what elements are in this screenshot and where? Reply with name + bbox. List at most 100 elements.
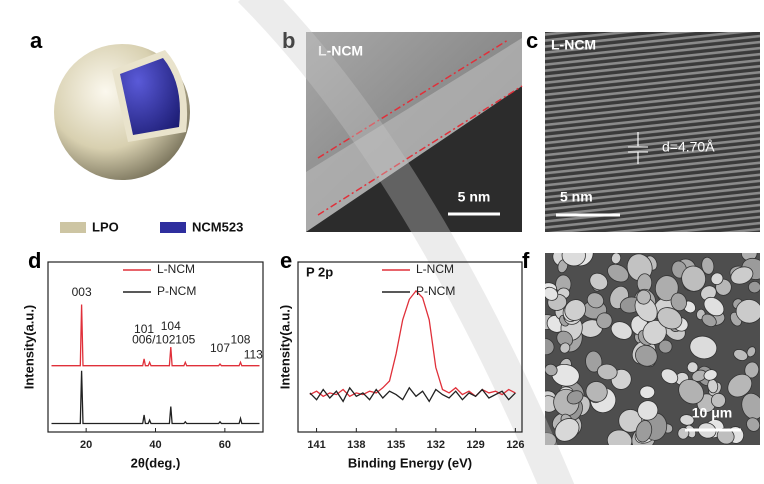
coating-layer — [306, 38, 522, 232]
legend-label: L-NCM — [416, 262, 454, 276]
particle — [597, 363, 618, 381]
y-axis-label: Intensity(a.u.) — [21, 305, 36, 390]
particle — [635, 420, 653, 443]
x-axis-label: 2θ(deg.) — [131, 455, 181, 470]
legend-label: LPO — [92, 219, 119, 234]
scale-label: 5 nm — [458, 189, 491, 205]
spacing-label: d=4.70Å — [662, 139, 715, 155]
particle — [635, 345, 658, 367]
plot-frame — [297, 261, 523, 433]
particle — [585, 350, 603, 373]
particle — [660, 368, 679, 385]
panel-label: f — [522, 248, 530, 273]
particle — [701, 256, 715, 275]
particle — [686, 361, 699, 374]
x-tick-label: 129 — [466, 439, 484, 451]
x-tick-label: 141 — [307, 439, 325, 451]
peak-label: 101 — [134, 322, 154, 336]
particle — [710, 272, 724, 286]
particle — [741, 392, 760, 420]
peak-label: 105 — [175, 332, 195, 346]
peak-label: 006/102 — [132, 332, 176, 346]
particle — [607, 263, 630, 283]
boundary — [317, 39, 509, 159]
chart-title: P 2p — [306, 264, 333, 279]
series-line — [51, 304, 260, 367]
particle — [589, 272, 608, 291]
particle — [703, 296, 725, 317]
particle — [596, 312, 613, 329]
particle — [545, 286, 559, 301]
peak-label: 107 — [210, 341, 230, 355]
particle — [564, 299, 586, 321]
particle — [701, 313, 717, 328]
panel-label: d — [28, 248, 41, 273]
particle — [681, 265, 707, 292]
series-line — [309, 386, 516, 403]
particle — [545, 363, 558, 377]
particle — [657, 307, 683, 330]
image-tag: L-NCM — [318, 43, 363, 59]
particle — [556, 330, 573, 348]
x-tick-label: 40 — [149, 439, 161, 451]
legend-label: P-NCM — [416, 284, 455, 298]
particle — [727, 373, 753, 398]
particle — [586, 292, 605, 309]
particle — [559, 342, 571, 354]
legend-swatch — [60, 222, 86, 233]
hrtem-image — [545, 32, 760, 232]
legend-label: L-NCM — [157, 262, 195, 276]
particle — [561, 253, 586, 267]
particle — [611, 253, 622, 265]
scale-label: 5 nm — [560, 189, 593, 205]
panel-label: e — [280, 248, 292, 273]
boundary — [317, 85, 523, 216]
particle — [710, 392, 726, 408]
particle — [606, 429, 633, 445]
particle — [730, 266, 754, 285]
particle — [636, 289, 651, 305]
particles — [545, 253, 760, 445]
peak-label: 104 — [161, 319, 181, 333]
particle — [554, 418, 580, 442]
image-tag: L-NCM — [551, 37, 596, 53]
panel-label: a — [30, 28, 43, 53]
particle — [735, 299, 760, 324]
x-tick-label: 60 — [219, 439, 231, 451]
legend-swatch — [160, 222, 186, 233]
particle — [746, 346, 757, 358]
particle — [733, 349, 749, 361]
peak-label: 003 — [72, 285, 92, 299]
particle — [585, 381, 608, 403]
core — [120, 58, 180, 135]
particle — [748, 280, 760, 294]
particle — [679, 414, 695, 426]
y-axis-label: Intensity(a.u.) — [277, 305, 292, 390]
legend-label: NCM523 — [192, 219, 243, 234]
particle — [637, 400, 659, 421]
panel-label: c — [526, 28, 538, 53]
particle — [545, 337, 555, 356]
peak-label: 113 — [244, 348, 263, 362]
particle — [654, 275, 679, 302]
particle — [670, 292, 687, 312]
x-tick-label: 132 — [427, 439, 445, 451]
x-tick-label: 20 — [80, 439, 92, 451]
bulk — [306, 86, 522, 232]
particle — [689, 335, 718, 360]
series-line — [51, 370, 260, 425]
x-tick-label: 135 — [387, 439, 405, 451]
particle — [639, 385, 656, 399]
particle — [703, 369, 718, 381]
legend-label: P-NCM — [157, 284, 196, 298]
x-tick-label: 138 — [347, 439, 365, 451]
x-tick-label: 126 — [506, 439, 524, 451]
particle — [658, 339, 673, 354]
panel-label: b — [282, 28, 295, 53]
x-axis-label: Binding Energy (eV) — [348, 455, 472, 470]
particle — [545, 432, 557, 445]
scale-label: 10 μm — [692, 405, 732, 421]
watermark — [237, 0, 575, 484]
particle — [678, 379, 705, 405]
